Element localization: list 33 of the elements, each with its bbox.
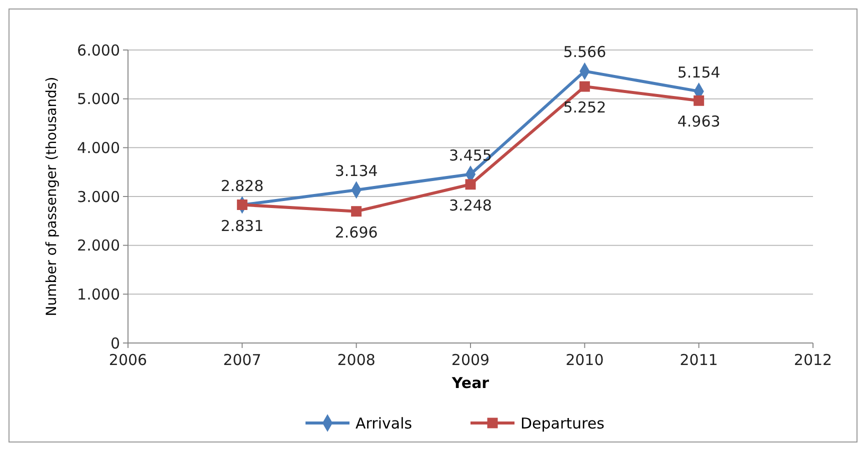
data-label: 5.154 [677, 63, 720, 82]
y-tick-label: 1.000 [77, 285, 120, 304]
x-tick-label: 2008 [337, 351, 376, 369]
point [465, 179, 476, 190]
data-label: 3.134 [334, 162, 378, 180]
data-label: 2.831 [220, 216, 264, 235]
point [694, 95, 704, 106]
y-axis-title: Number of passenger (thousands) [44, 76, 60, 316]
point [236, 200, 248, 210]
legend-label: Arrivals [356, 414, 412, 432]
legend-label: Departures [520, 414, 605, 432]
x-tick-label: 2009 [451, 351, 490, 369]
x-tick-label: 2012 [794, 351, 832, 369]
point [351, 206, 362, 217]
data-label: 3.455 [449, 146, 492, 164]
data-label: 4.963 [677, 112, 720, 131]
y-tick-label: 3.000 [77, 188, 120, 206]
data-label: 2.828 [220, 176, 264, 195]
y-tick-label: 5.000 [77, 90, 120, 108]
point [579, 81, 590, 92]
data-label: 5.566 [563, 43, 606, 62]
x-tick-label: 2011 [680, 351, 718, 369]
data-label: 3.248 [449, 196, 492, 214]
x-axis-title: Year [450, 374, 490, 392]
x-tick-label: 2007 [223, 351, 262, 369]
y-tick-label: 6.000 [77, 41, 120, 60]
x-tick-label: 2006 [108, 351, 148, 369]
y-tick-label: 0 [110, 334, 120, 352]
x-tick-label: 2010 [566, 351, 604, 369]
y-tick-label: 4.000 [77, 138, 120, 157]
data-label: 2.696 [334, 223, 378, 242]
y-tick-label: 2.000 [77, 236, 120, 255]
data-label: 5.252 [563, 98, 606, 117]
